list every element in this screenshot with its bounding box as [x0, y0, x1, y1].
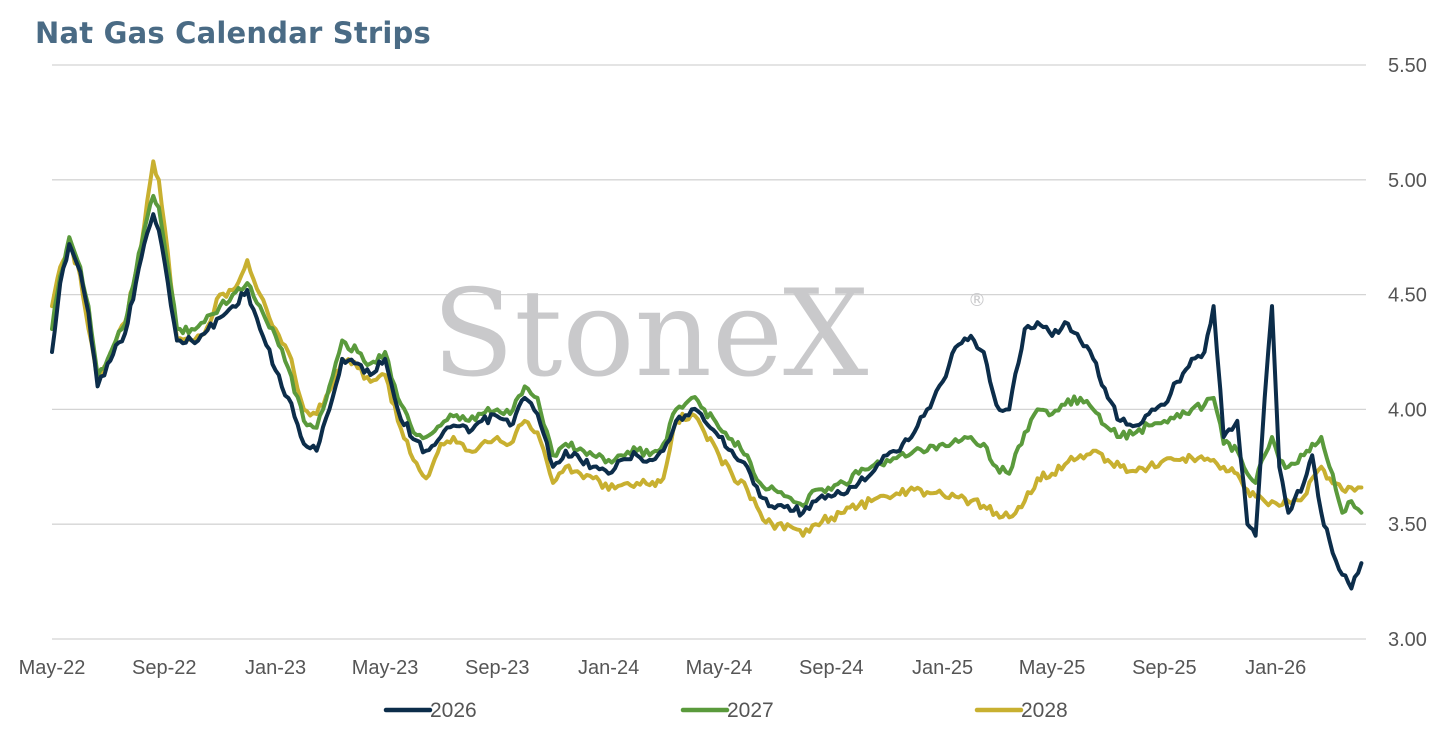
legend-label: 2026 — [430, 699, 477, 722]
y-tick-label: 4.00 — [1388, 399, 1427, 421]
y-tick-label: 3.50 — [1388, 514, 1427, 536]
x-tick-label: Sep-23 — [465, 657, 530, 679]
legend-item-2027: 2027 — [680, 699, 774, 722]
x-tick-label: May-24 — [686, 657, 753, 679]
series-lines — [50, 159, 1364, 591]
series-line-2026 — [50, 212, 1364, 591]
x-axis: May-22 Sep-22 Jan-23 May-23 Sep-23 Jan-24 May-… — [19, 657, 1307, 679]
x-tick-label: Jan-24 — [578, 657, 639, 679]
gridlines — [52, 64, 1366, 640]
series-line-2028 — [50, 159, 1364, 538]
x-tick-label: Jan-23 — [245, 657, 306, 679]
chart-title: Nat Gas Calendar Strips — [35, 16, 431, 50]
x-tick-label: May-25 — [1019, 657, 1086, 679]
y-tick-label: 4.50 — [1388, 285, 1427, 307]
y-axis: 3.00 3.50 4.00 4.50 5.00 5.50 — [1388, 55, 1427, 651]
series-line-2027 — [50, 193, 1364, 515]
watermark: StoneX ® — [432, 265, 986, 404]
watermark-registered-mark: ® — [968, 290, 986, 311]
legend-label: 2028 — [1021, 699, 1068, 722]
legend-label: 2027 — [727, 699, 774, 722]
x-tick-label: May-23 — [352, 657, 419, 679]
legend: 2026 2027 2028 — [383, 699, 1068, 722]
x-tick-label: Jan-25 — [912, 657, 973, 679]
x-tick-label: May-22 — [19, 657, 86, 679]
y-tick-label: 5.50 — [1388, 55, 1427, 77]
watermark-text: StoneX — [432, 265, 868, 404]
legend-item-2028: 2028 — [974, 699, 1068, 722]
x-tick-label: Jan-26 — [1245, 657, 1306, 679]
x-tick-label: Sep-22 — [132, 657, 197, 679]
x-tick-label: Sep-24 — [799, 657, 864, 679]
y-tick-label: 3.00 — [1388, 629, 1427, 651]
x-tick-label: Sep-25 — [1132, 657, 1197, 679]
legend-item-2026: 2026 — [383, 699, 477, 722]
y-tick-label: 5.00 — [1388, 170, 1427, 192]
